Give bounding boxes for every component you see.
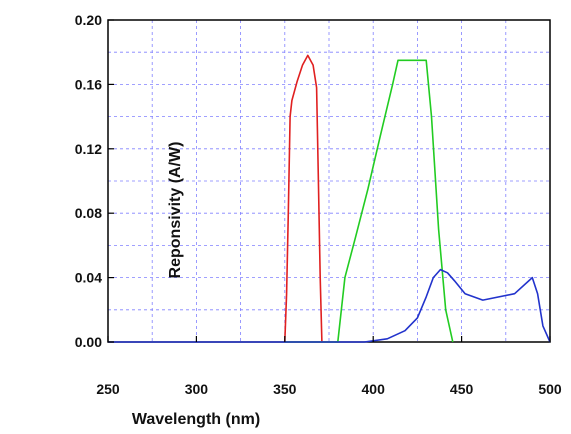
x-axis-title: Wavelength (nm) (132, 411, 260, 428)
axis-ticks: 250 300 350 400 450 500 0.00 0.04 0.08 0.12 0.16 0.… (75, 12, 562, 397)
y-tick-label: 0.04 (75, 270, 102, 286)
y-tick-label: 0.08 (75, 205, 102, 221)
grid-lines (107, 19, 551, 343)
x-tick-label: 450 (450, 381, 474, 397)
x-tick-label: 350 (273, 381, 297, 397)
x-tick-label: 500 (538, 381, 562, 397)
y-tick-label: 0.00 (75, 334, 102, 350)
series-group (108, 54, 551, 343)
series-line-2 (284, 59, 454, 343)
x-tick-label: 400 (362, 381, 386, 397)
y-tick-label: 0.12 (75, 141, 102, 157)
x-tick-label: 250 (96, 381, 120, 397)
y-tick-label: 0.16 (75, 76, 102, 92)
x-tick-label: 300 (185, 381, 209, 397)
series-line-3 (108, 268, 551, 343)
series-line-1 (284, 54, 323, 343)
y-tick-label: 0.20 (75, 12, 102, 28)
y-axis-title: Reponsivity (A/W) (167, 142, 184, 279)
